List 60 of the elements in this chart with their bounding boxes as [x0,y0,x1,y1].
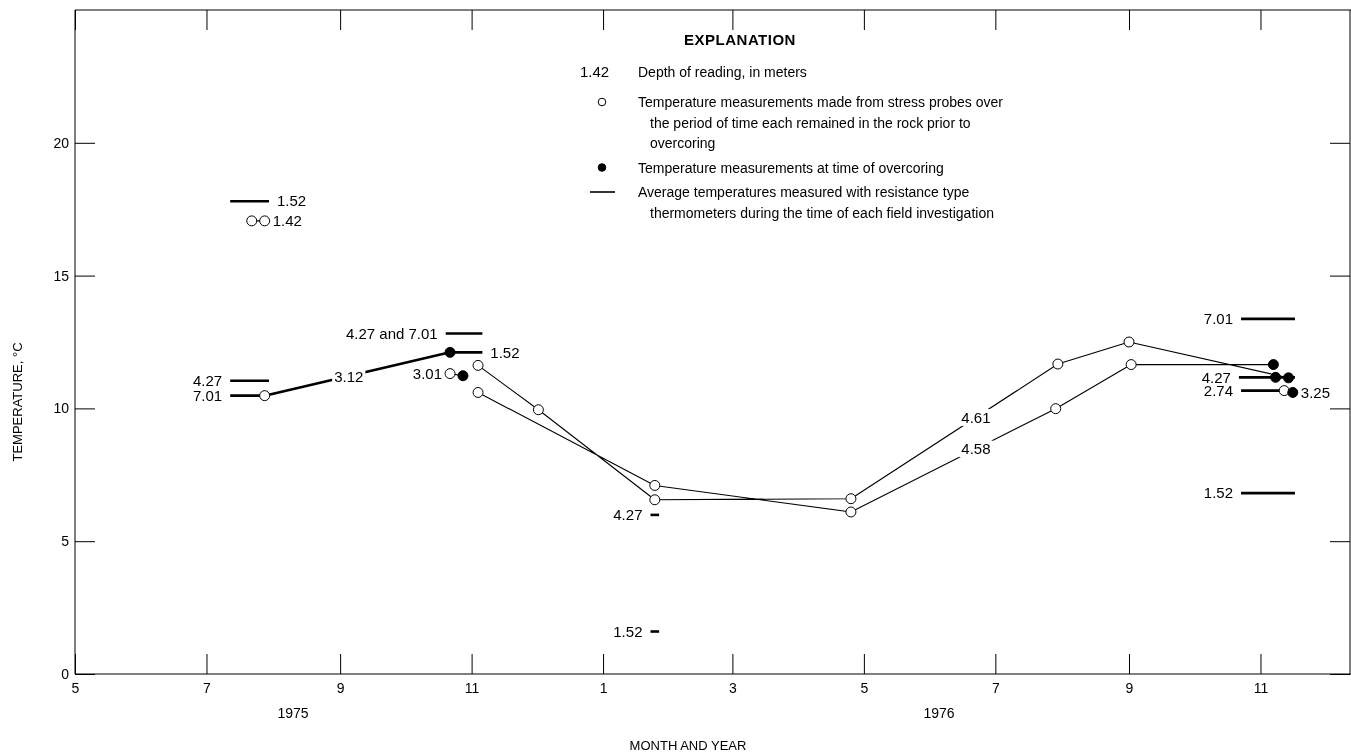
legend-title: EXPLANATION [684,31,796,48]
point [444,368,456,380]
text: 1975 [277,705,309,721]
annotation: 7.01 [1203,310,1234,328]
point [259,390,271,402]
point [1287,386,1299,398]
x-tick-label: 11 [464,679,480,696]
annotation: 4.61 [961,408,991,426]
annotation: 1.52 [613,622,643,640]
y-tick-label: 0 [61,665,70,682]
annotation: 1.52 [1203,484,1234,502]
point [649,494,661,506]
x-tick-label: 7 [203,679,212,696]
annotation: 1.42 [272,212,302,230]
point [259,215,271,227]
x-axis-title: MONTH AND YEAR [629,738,747,753]
point [1278,385,1290,397]
point [246,215,258,227]
y-tick-label: 5 [61,533,70,550]
point [1052,358,1064,370]
point [845,493,857,505]
point [1050,403,1062,415]
annotation: 3.25 [1300,383,1331,401]
annotation: 4.27 [1201,368,1231,386]
point [532,404,544,416]
y-tick-label: 20 [53,134,70,151]
annotation: 3.01 [412,364,443,382]
x-tick-label: 11 [1253,679,1269,696]
legend-label: Average temperatures measured with resistance type thermometers during the time of each field investigation [638,184,994,221]
legend-label: Temperature measurements at time of overcoring [638,159,944,176]
x-tick-label: 1 [599,679,608,696]
x-tick-label: 7 [991,679,1000,696]
annotation: 1.52 [490,343,520,361]
y-tick-label: 10 [53,400,70,417]
annotation: 4.27 [613,506,643,524]
point [472,386,484,398]
point [1283,372,1294,384]
point [457,370,469,382]
annotation: 4.58 [961,440,991,458]
point [845,506,857,518]
y-tick-label: 15 [53,267,70,284]
annotation: 1.42 [580,63,610,80]
x-tick-label: 5 [860,679,869,696]
x-tick-label: 9 [336,679,345,696]
point [444,346,456,358]
point [1123,336,1135,348]
text: 1976 [923,705,955,721]
legend-label: Temperature measurements made from stress probes over the period of time each remained in the rock prior to overcoring [638,94,1004,151]
annotation: 1.52 [276,192,307,210]
annotation: 4.27 and 7.01 [345,324,438,342]
annotation: 3.12 [334,367,364,385]
point [472,359,484,371]
point [1125,359,1137,371]
x-tick-label: 9 [1125,679,1134,696]
point [1267,359,1279,371]
y-axis-title: TEMPERATURE, °C [10,342,25,462]
x-tick-label: 3 [729,679,737,696]
annotation: Depth of reading, in meters [638,64,807,80]
point [649,479,661,491]
point [1270,371,1282,383]
